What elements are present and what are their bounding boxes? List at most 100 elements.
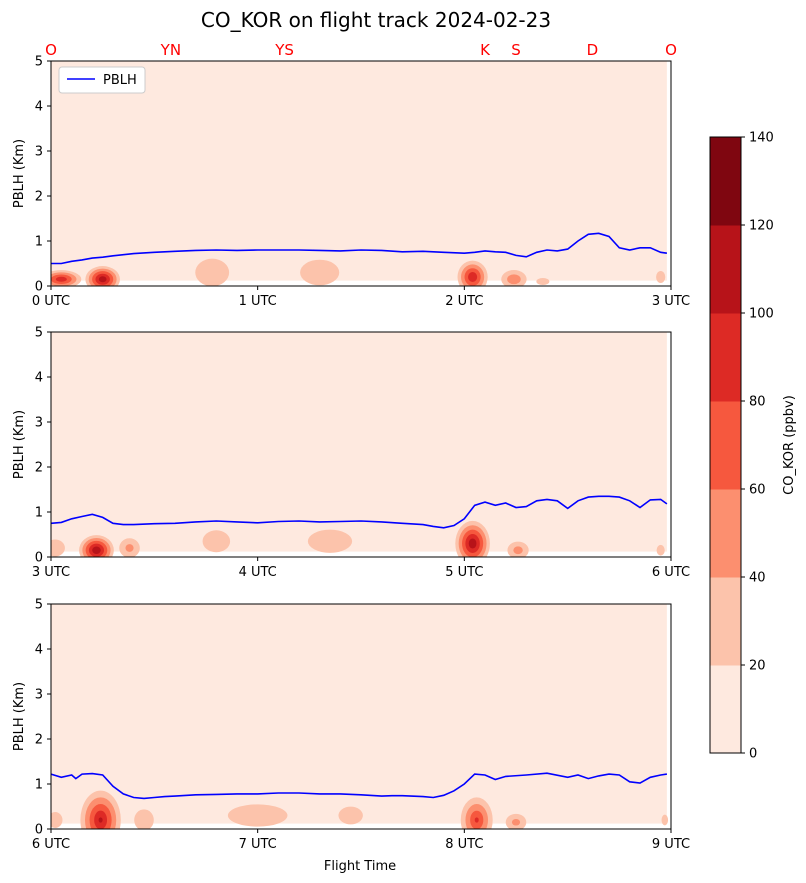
y-tick-label: 1: [35, 506, 43, 521]
y-tick-label: 0: [35, 280, 43, 295]
contour-level-20: [51, 539, 65, 557]
colorbar-frame: [709, 136, 742, 754]
co-plume: [134, 809, 154, 829]
legend-label: PBLH: [103, 73, 137, 88]
colorbar-segment: [710, 489, 741, 578]
contour-field: [51, 604, 669, 829]
colorbar: 0 20 40 60 80 100 120 140 CO_KOR (ppbv): [709, 131, 797, 762]
x-tick-label: 7 UTC: [239, 837, 277, 852]
contour-level-20: [134, 809, 154, 829]
panels: 0 1 2 3 4 5 0 UTC 1 UTC 2 UTC 3 UTC PBLH (Km) O YN YS…: [12, 41, 690, 852]
site-label: YN: [160, 41, 181, 59]
contour-field: [51, 332, 667, 557]
y-tick-label: 3: [35, 688, 43, 703]
contour-level-40: [511, 818, 521, 826]
y-tick-label: 1: [35, 778, 43, 793]
chart-title: CO_KOR on flight track 2024-02-23: [201, 8, 551, 32]
x-tick-label: 3 UTC: [652, 294, 690, 309]
y-tick-label: 2: [35, 733, 43, 748]
y-tick-label: 2: [35, 461, 43, 476]
co-plume: [338, 806, 363, 825]
y-axis-label: PBLH (Km): [12, 139, 27, 208]
colorbar-segment: [710, 225, 741, 314]
co-plume: [300, 259, 340, 286]
contour-level-80: [55, 276, 67, 282]
co-plume: [307, 529, 353, 553]
pblh-line: [51, 232, 668, 265]
co-plume: [80, 790, 121, 829]
panel-1: 0 1 2 3 4 5 0 UTC 1 UTC 2 UTC 3 UTC PBLH (Km) O YN YS…: [12, 41, 690, 309]
colorbar-tick-label: 40: [749, 571, 766, 586]
site-label: K: [480, 41, 491, 59]
pblh-line: [50, 495, 668, 529]
site-label: D: [587, 41, 599, 59]
y-axis-label: PBLH (Km): [12, 682, 27, 751]
x-tick-label: 0 UTC: [32, 294, 70, 309]
contour-field: [51, 61, 667, 286]
co-plume: [227, 804, 288, 827]
y-tick-label: 5: [35, 326, 43, 341]
contour-level-20: [536, 277, 550, 286]
contour-level-80: [474, 817, 479, 823]
y-tick-label: 4: [35, 371, 43, 386]
contour-level-40: [125, 544, 134, 552]
co-plume: [202, 530, 231, 553]
colorbar-segment: [710, 137, 741, 226]
y-tick-label: 3: [35, 145, 43, 160]
colorbar-tick-label: 60: [749, 483, 766, 498]
panel-2: 0 1 2 3 4 5 3 UTC 4 UTC 5 UTC 6 UTC PBLH (Km): [12, 326, 690, 581]
site-label: YS: [274, 41, 294, 59]
y-tick-label: 5: [35, 55, 43, 70]
contour-level-20: [661, 814, 669, 826]
contour-level-20: [656, 544, 665, 556]
co-plume: [85, 266, 120, 286]
contour-level-20: [307, 529, 353, 553]
co-plume: [79, 535, 114, 557]
co-plume: [507, 541, 529, 557]
y-tick-label: 0: [35, 823, 43, 838]
y-tick-label: 1: [35, 235, 43, 250]
co-plume: [51, 812, 63, 828]
co-plume: [656, 544, 665, 556]
colorbar-tick-label: 120: [749, 219, 774, 234]
co-plume: [455, 520, 490, 557]
axes-frame: [50, 603, 672, 830]
y-tick-label: 4: [35, 643, 43, 658]
x-tick-label: 8 UTC: [445, 837, 483, 852]
co-plume: [536, 277, 550, 286]
axes-frame: [50, 331, 672, 558]
contour-level-100: [468, 538, 477, 549]
contour-level-20: [300, 259, 340, 286]
x-tick-label: 1 UTC: [239, 294, 277, 309]
co-plume: [51, 539, 65, 557]
x-tick-label: 2 UTC: [445, 294, 483, 309]
colorbar-segment: [710, 665, 741, 754]
colorbar-tick-label: 20: [749, 659, 766, 674]
contour-level-20: [195, 258, 230, 286]
contour-level-100: [98, 817, 103, 823]
y-tick-label: 2: [35, 190, 43, 205]
y-axis-label: PBLH (Km): [12, 410, 27, 479]
y-tick-label: 4: [35, 100, 43, 115]
colorbar-segment: [710, 313, 741, 402]
co-plume: [656, 271, 666, 283]
contour-level-40: [507, 274, 521, 285]
contour-level-20: [338, 806, 363, 825]
contour-level-20: [227, 804, 288, 827]
colorbar-tick-label: 140: [749, 131, 774, 146]
contour-background: [51, 604, 667, 824]
co-plume: [457, 260, 488, 286]
colorbar-tick-label: 100: [749, 307, 774, 322]
contour-level-100: [92, 546, 101, 554]
x-tick-label: 5 UTC: [445, 565, 483, 580]
colorbar-segment: [710, 401, 741, 490]
y-tick-label: 5: [35, 598, 43, 613]
contour-background: [51, 61, 667, 281]
x-tick-label: 9 UTC: [652, 837, 690, 852]
co-plume: [119, 538, 140, 557]
axes-frame: [50, 60, 672, 287]
co-plume: [505, 813, 527, 829]
x-tick-label: 3 UTC: [32, 565, 70, 580]
co-plume: [501, 270, 527, 286]
